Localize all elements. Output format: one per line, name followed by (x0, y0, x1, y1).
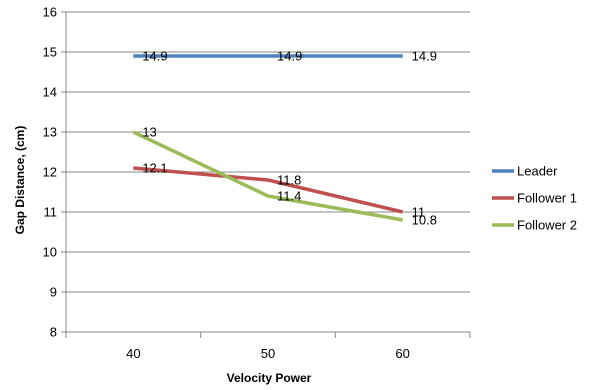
data-label-follower-1-2: 11 (412, 205, 426, 220)
y-tick-label-11: 11 (44, 205, 58, 220)
y-tick-label-12: 12 (43, 165, 57, 180)
x-tick-label-40: 40 (126, 346, 140, 361)
axes (61, 11, 471, 338)
y-tick-label-15: 15 (43, 45, 57, 60)
x-tick-label-50: 50 (261, 346, 275, 361)
series-line-follower-1 (133, 166, 404, 214)
y-tick-label-13: 13 (43, 125, 57, 140)
legend-label-follower-2: Follower 2 (517, 218, 577, 233)
y-tick-label-8: 8 (50, 325, 57, 340)
data-label-follower-2-1: 11.4 (277, 189, 301, 204)
data-label-follower-2-0: 13 (142, 125, 156, 140)
y-tick-label-14: 14 (43, 85, 57, 100)
data-label-follower-1-1: 11.8 (277, 173, 301, 188)
y-tick-labels: 8 9 10 11 12 13 14 15 16 (43, 5, 57, 340)
legend-label-leader: Leader (517, 164, 558, 179)
x-axis-title: Velocity Power (227, 371, 312, 385)
data-label-leader-1: 14.9 (277, 49, 302, 64)
data-label-leader-2: 14.9 (412, 49, 437, 64)
y-tick-label-16: 16 (43, 5, 57, 20)
legend-label-follower-1: Follower 1 (517, 191, 577, 206)
data-label-leader-0: 14.9 (142, 49, 167, 64)
series-lines (132, 54, 404, 222)
series-line-follower-2 (132, 130, 403, 222)
gridlines (66, 11, 470, 293)
y-tick-label-10: 10 (43, 245, 57, 260)
data-label-follower-1-0: 12.1 (142, 161, 167, 176)
y-tick-label-9: 9 (50, 285, 57, 300)
data-labels: 14.9 14.9 14.9 12.1 11.8 11 13 11.4 10.8 (142, 49, 437, 228)
legend: Leader Follower 1 Follower 2 (492, 164, 577, 233)
data-label-follower-2-2: 10.8 (412, 213, 437, 228)
x-tick-labels: 40 50 60 (126, 346, 410, 361)
y-axis-title: Gap Distance, (cm) (13, 126, 27, 235)
x-tick-label-60: 60 (395, 346, 409, 361)
